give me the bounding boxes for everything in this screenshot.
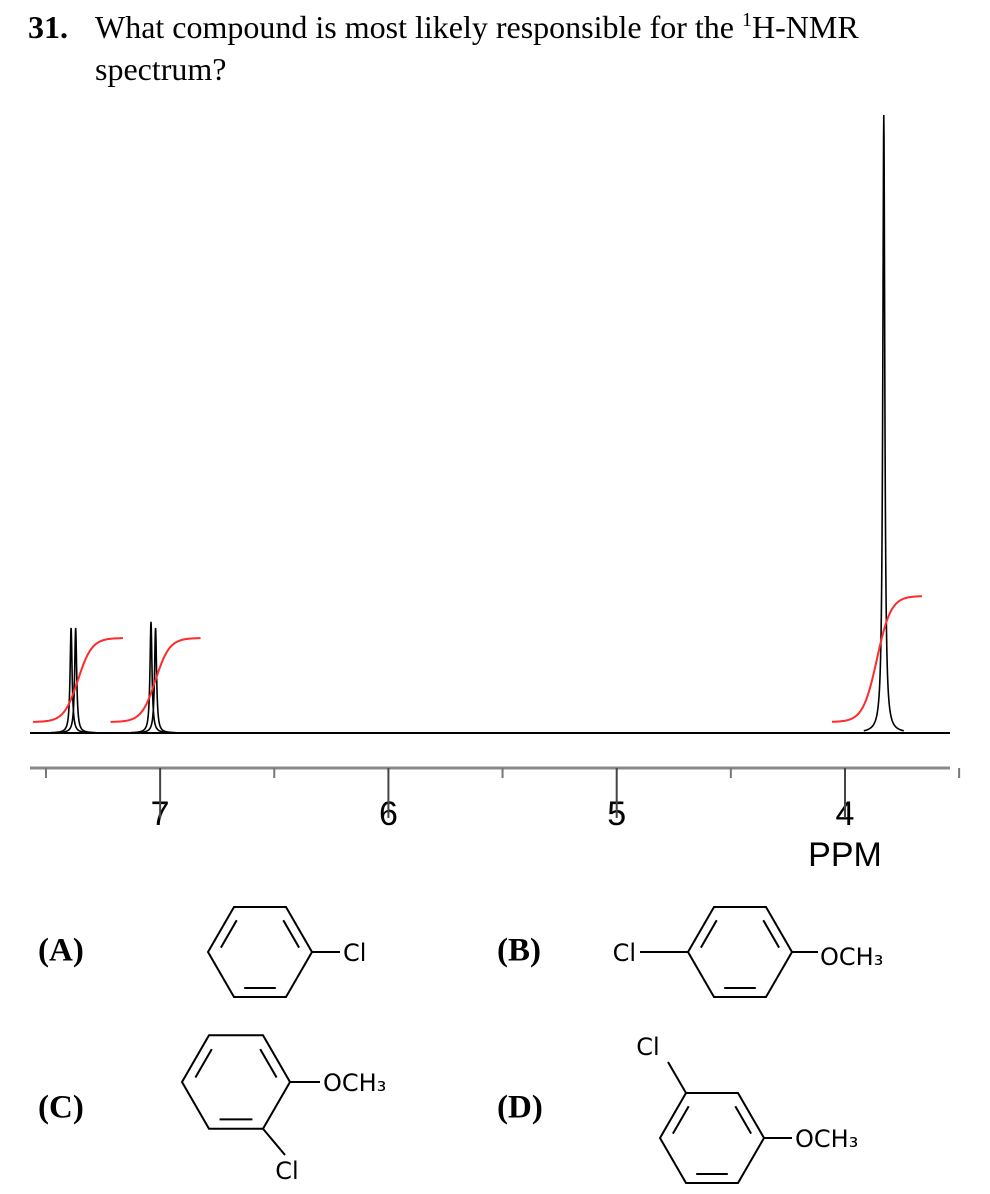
benzene-ring [658,1091,766,1185]
double-bond [734,1105,752,1135]
benzene-ring [180,1034,292,1130]
integral [831,595,922,723]
bond [262,1128,286,1156]
substituent: Cl [343,939,366,967]
question-text: What compound is most likely responsible… [95,6,955,90]
peak [863,114,904,732]
double-bond [220,919,238,949]
option-label: (D) [497,1090,543,1126]
integral [110,637,201,723]
superscript: 1 [742,9,752,31]
x-axis-label: PPM [808,836,882,874]
question-text-after: H-NMR spectrum? [95,9,859,87]
substituent: OCH₃ [795,1125,858,1153]
peak [55,627,96,734]
benzene-ring [686,905,794,999]
bond [667,1061,687,1094]
double-bond [259,1048,278,1079]
double-bond [282,919,300,949]
option-label: (B) [497,933,541,969]
integral [32,637,123,723]
option-label: (A) [38,933,84,969]
question-text-before: What compound is most likely responsible… [95,9,742,45]
question: 31. What compound is most likely respons… [28,6,958,90]
substituent: Cl [613,939,636,967]
double-bond [700,919,718,949]
peak [135,627,176,734]
double-bond [762,919,780,949]
benzene-ring [206,905,314,999]
double-bond [194,1048,213,1079]
substituent: Cl [636,1033,659,1061]
question-number: 31. [28,9,68,45]
substituent: Cl [275,1157,298,1185]
double-bond [672,1105,690,1135]
substituent: OCH₃ [323,1069,386,1097]
substituent: OCH₃ [820,943,883,971]
option-label: (C) [38,1090,84,1126]
